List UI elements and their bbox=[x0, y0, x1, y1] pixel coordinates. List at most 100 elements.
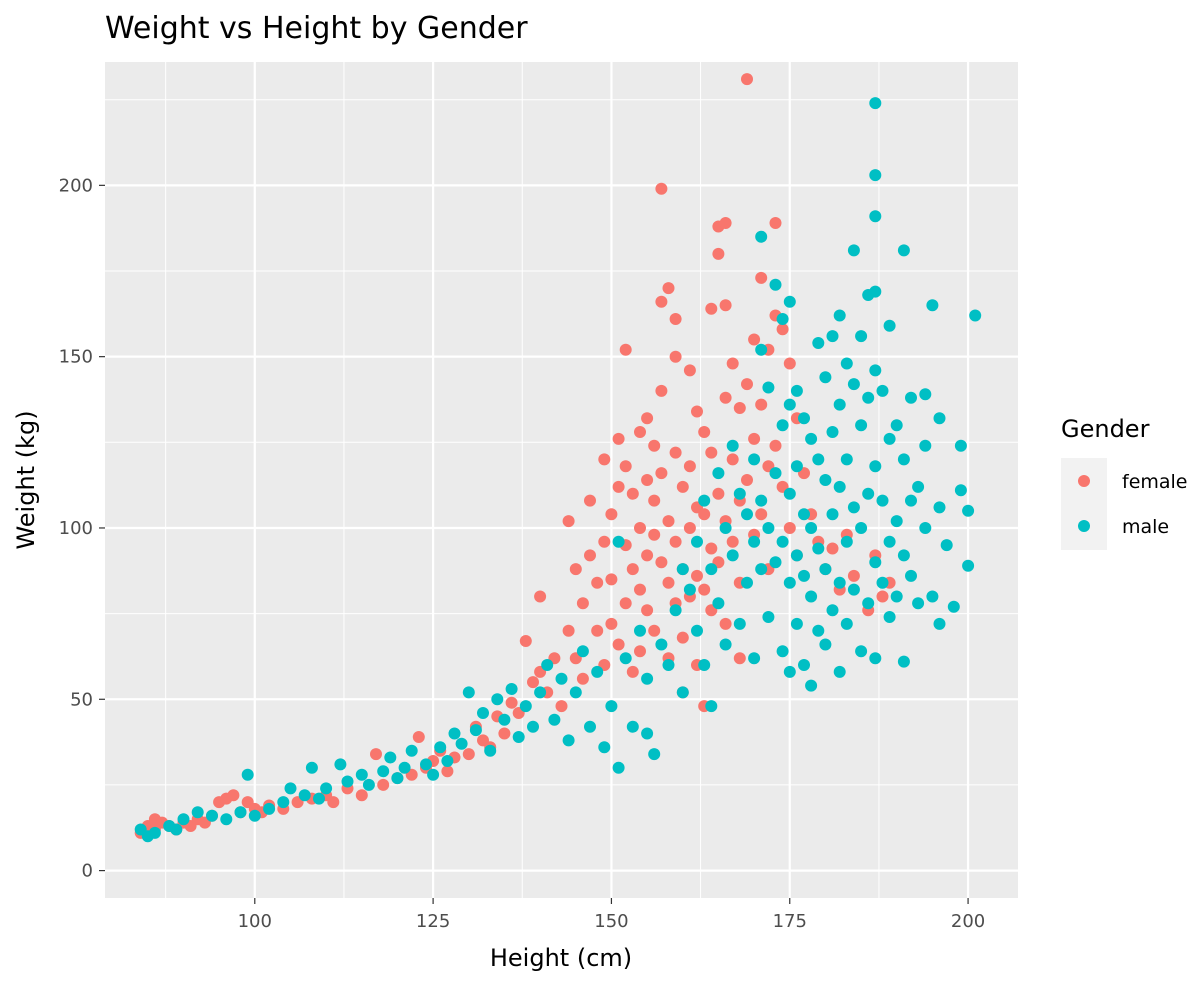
data-point-female bbox=[641, 604, 654, 617]
data-point-female bbox=[683, 364, 696, 377]
data-point-male bbox=[897, 549, 910, 562]
data-point-male bbox=[805, 590, 818, 603]
data-point-female bbox=[498, 727, 511, 740]
data-point-male bbox=[812, 453, 825, 466]
data-point-male bbox=[783, 487, 796, 500]
data-point-male bbox=[334, 758, 347, 771]
data-point-female bbox=[712, 487, 725, 500]
data-point-female bbox=[377, 778, 390, 791]
data-point-male bbox=[177, 813, 190, 826]
data-point-male bbox=[241, 768, 254, 781]
data-point-female bbox=[626, 665, 639, 678]
data-point-male bbox=[641, 672, 654, 685]
data-point-male bbox=[862, 487, 875, 500]
data-point-female bbox=[641, 412, 654, 425]
data-point-male bbox=[783, 295, 796, 308]
data-point-male bbox=[320, 782, 333, 795]
data-point-male bbox=[847, 378, 860, 391]
y-tick-label: 0 bbox=[82, 861, 93, 882]
data-point-female bbox=[755, 271, 768, 284]
data-point-male bbox=[840, 617, 853, 630]
data-point-female bbox=[591, 576, 604, 589]
y-tick-label: 50 bbox=[70, 689, 93, 710]
data-point-female bbox=[683, 522, 696, 534]
data-point-male bbox=[434, 741, 447, 754]
data-point-male bbox=[626, 720, 639, 733]
data-point-male bbox=[477, 707, 489, 719]
data-point-male bbox=[912, 597, 925, 610]
y-tick-label: 150 bbox=[59, 347, 93, 368]
data-point-female bbox=[698, 583, 711, 596]
data-point-male bbox=[220, 813, 233, 826]
data-point-male bbox=[876, 384, 889, 397]
data-point-male bbox=[762, 381, 775, 394]
data-point-female bbox=[634, 426, 646, 438]
data-point-male bbox=[534, 686, 547, 699]
data-point-male bbox=[698, 659, 711, 671]
data-point-female bbox=[676, 480, 689, 493]
data-point-male bbox=[876, 576, 889, 589]
data-point-female bbox=[705, 302, 718, 315]
data-point-male bbox=[776, 535, 789, 548]
data-point-male bbox=[748, 535, 761, 548]
y-tick-label: 100 bbox=[59, 518, 93, 539]
data-point-female bbox=[634, 583, 646, 596]
data-point-male bbox=[741, 576, 753, 589]
data-point-female bbox=[655, 467, 668, 480]
data-point-female bbox=[327, 796, 340, 809]
data-point-male bbox=[398, 761, 411, 774]
data-point-female bbox=[683, 460, 696, 473]
data-point-female bbox=[826, 542, 839, 555]
y-tick-label: 200 bbox=[59, 175, 93, 196]
data-point-male bbox=[847, 501, 860, 514]
data-point-male bbox=[726, 439, 739, 452]
plot-panel bbox=[105, 62, 1018, 898]
data-point-female bbox=[719, 217, 732, 229]
data-point-female bbox=[655, 295, 668, 308]
data-point-female bbox=[726, 453, 739, 466]
data-point-female bbox=[605, 508, 618, 521]
data-point-male bbox=[883, 611, 896, 623]
data-point-female bbox=[584, 494, 596, 507]
data-point-male bbox=[840, 453, 853, 466]
data-point-male bbox=[555, 672, 568, 685]
data-point-male bbox=[855, 645, 868, 658]
data-point-female bbox=[598, 453, 611, 466]
data-point-male bbox=[897, 244, 910, 257]
data-point-male bbox=[305, 761, 318, 774]
data-point-male bbox=[833, 665, 846, 678]
data-point-male bbox=[869, 285, 882, 298]
data-point-male bbox=[448, 727, 461, 740]
data-point-female bbox=[569, 563, 582, 576]
data-point-male bbox=[912, 480, 925, 493]
data-point-female bbox=[462, 748, 475, 761]
data-point-male bbox=[833, 576, 846, 589]
data-point-female bbox=[662, 576, 675, 589]
data-point-male bbox=[890, 590, 903, 603]
data-point-male bbox=[890, 419, 903, 432]
data-point-male bbox=[855, 419, 868, 432]
grid-major bbox=[105, 62, 1018, 898]
data-point-male bbox=[776, 419, 789, 432]
data-point-male bbox=[591, 665, 604, 678]
data-point-female bbox=[655, 182, 668, 195]
data-point-male bbox=[619, 652, 632, 665]
data-point-male bbox=[954, 484, 967, 497]
data-point-female bbox=[619, 460, 632, 473]
data-point-male bbox=[683, 583, 696, 596]
data-point-female bbox=[227, 789, 240, 802]
data-point-female bbox=[626, 563, 639, 576]
data-point-male bbox=[762, 611, 775, 623]
data-point-male bbox=[712, 597, 725, 610]
data-point-female bbox=[655, 384, 668, 397]
data-point-male bbox=[755, 230, 768, 243]
data-point-male bbox=[541, 659, 554, 671]
data-point-male bbox=[691, 624, 703, 637]
data-point-female bbox=[691, 569, 703, 582]
data-point-male bbox=[548, 713, 561, 726]
data-point-male bbox=[847, 583, 860, 596]
data-point-male bbox=[869, 652, 882, 665]
data-point-female bbox=[619, 343, 632, 356]
data-point-male bbox=[812, 542, 825, 555]
data-point-male bbox=[584, 720, 596, 733]
